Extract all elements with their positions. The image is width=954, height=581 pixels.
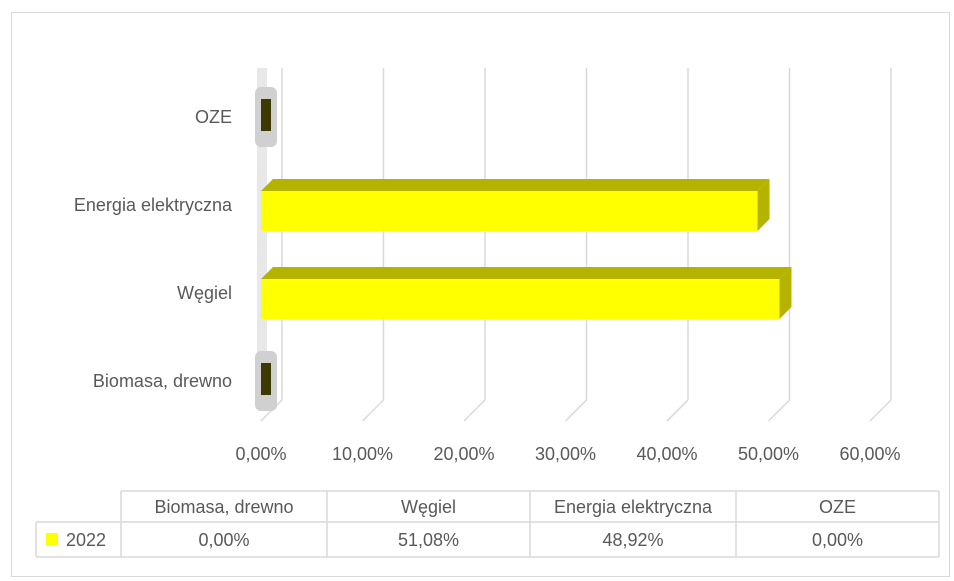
gridline-floor bbox=[564, 399, 588, 422]
gridline-floor bbox=[463, 399, 486, 422]
x-tick-label: 40,00% bbox=[636, 444, 697, 464]
table-header-cell: Energia elektryczna bbox=[554, 497, 713, 517]
gridline-floor bbox=[767, 399, 791, 422]
category-label: Biomasa, drewno bbox=[93, 371, 232, 391]
gridline-floor bbox=[869, 399, 892, 422]
back-wall bbox=[257, 68, 267, 400]
x-tick-label: 20,00% bbox=[433, 444, 494, 464]
table-header-cell: OZE bbox=[819, 497, 856, 517]
legend-swatch bbox=[46, 533, 58, 545]
x-tick-label: 50,00% bbox=[738, 444, 799, 464]
table-header-cell: Biomasa, drewno bbox=[154, 497, 293, 517]
table-row-label: 2022 bbox=[66, 530, 106, 550]
category-label: Energia elektryczna bbox=[74, 195, 233, 215]
bar bbox=[261, 191, 758, 231]
category-labels: Biomasa, drewno Węgiel Energia elektryczna… bbox=[74, 107, 233, 391]
bar bbox=[261, 99, 271, 131]
bar-top-face bbox=[261, 179, 770, 191]
bar-side-face bbox=[779, 267, 792, 319]
gridline-floor bbox=[666, 399, 689, 422]
gridline-floor bbox=[361, 399, 385, 422]
bars bbox=[255, 87, 792, 411]
bar-top-face bbox=[261, 267, 792, 279]
x-tick-label: 60,00% bbox=[839, 444, 900, 464]
x-axis-ticks: 0,00% 10,00% 20,00% 30,00% 40,00% 50,00% 60,00… bbox=[235, 444, 900, 464]
category-label: Węgiel bbox=[177, 283, 232, 303]
bar bbox=[261, 363, 271, 395]
x-tick-label: 0,00% bbox=[235, 444, 286, 464]
table-value-cell: 0,00% bbox=[812, 530, 863, 550]
category-label: OZE bbox=[195, 107, 232, 127]
table-value-cell: 51,08% bbox=[398, 530, 459, 550]
x-tick-label: 30,00% bbox=[535, 444, 596, 464]
gridlines bbox=[257, 68, 892, 422]
table-header-cell: Węgiel bbox=[401, 497, 456, 517]
table-value-cell: 48,92% bbox=[602, 530, 663, 550]
data-table: Biomasa, drewno Węgiel Energia elektryczna… bbox=[35, 490, 940, 558]
bar-side-face bbox=[757, 179, 770, 231]
x-tick-label: 10,00% bbox=[332, 444, 393, 464]
bar bbox=[261, 279, 780, 319]
table-value-cell: 0,00% bbox=[198, 530, 249, 550]
